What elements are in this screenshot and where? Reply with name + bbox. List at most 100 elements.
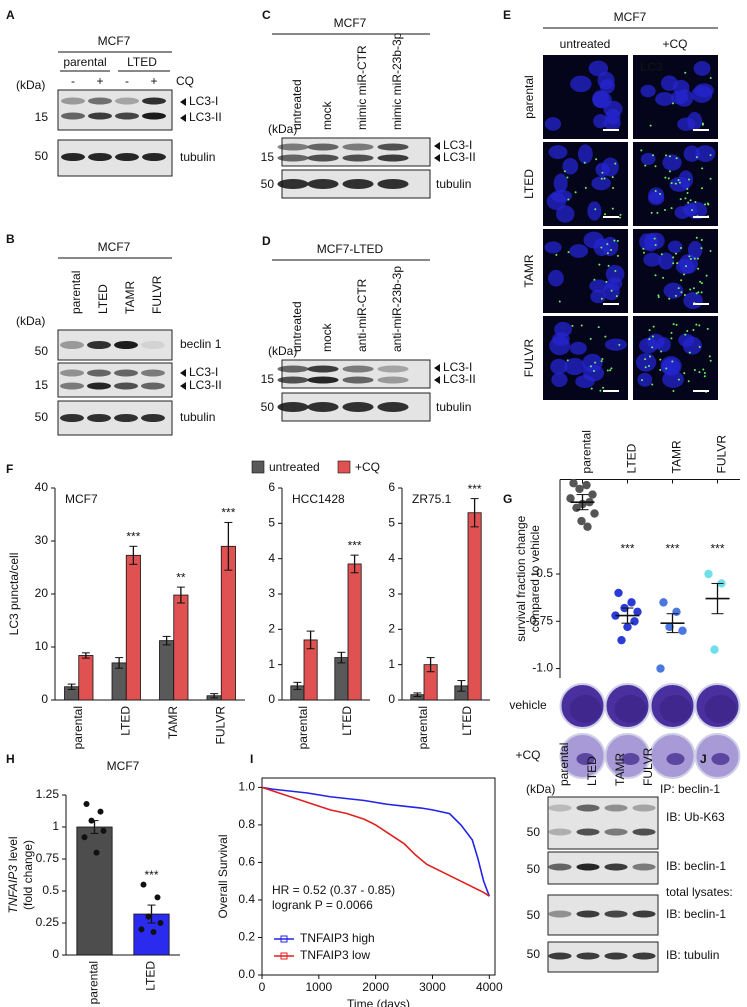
- panel-letter: J: [700, 752, 707, 766]
- nucleus: [667, 240, 683, 254]
- puncta: [694, 200, 697, 203]
- puncta: [659, 368, 662, 371]
- puncta: [664, 176, 667, 179]
- significance: **: [176, 570, 186, 584]
- puncta: [677, 287, 680, 290]
- puncta: [705, 274, 708, 277]
- y-tick-label: 4: [388, 551, 395, 565]
- puncta: [675, 323, 678, 326]
- puncta: [592, 370, 595, 373]
- puncta: [709, 249, 712, 252]
- blot-band: [142, 112, 166, 120]
- band-label: beclin 1: [180, 337, 222, 351]
- bar: [467, 512, 482, 701]
- nucleus: [550, 358, 568, 375]
- lane-label: mock: [320, 322, 334, 352]
- nucleus: [544, 117, 562, 131]
- blot-band: [60, 341, 84, 349]
- y-axis-label: compared to vehicle: [528, 525, 542, 633]
- blot-band: [548, 952, 572, 960]
- blot-band: [342, 179, 374, 189]
- nucleus: [682, 336, 702, 355]
- puncta: [691, 209, 694, 212]
- plate-label: vehicle: [509, 698, 547, 712]
- puncta: [680, 279, 683, 282]
- puncta: [600, 360, 603, 363]
- kda-marker: 50: [527, 947, 541, 961]
- lane-label: -: [125, 74, 129, 88]
- data-point: [678, 626, 687, 635]
- puncta: [695, 323, 698, 326]
- chart-title: ZR75.1: [412, 492, 452, 506]
- blot-band: [576, 910, 600, 918]
- bar: [334, 657, 349, 701]
- blot-band: [61, 153, 85, 161]
- blot-band: [60, 369, 84, 377]
- lane-label: LTED: [585, 756, 599, 786]
- puncta: [709, 359, 712, 362]
- blot-band: [377, 143, 409, 151]
- blot-band: [377, 154, 409, 162]
- puncta: [610, 248, 613, 251]
- kda-marker: 50: [261, 400, 275, 414]
- puncta: [600, 297, 603, 300]
- kda-marker: 50: [35, 410, 49, 424]
- puncta: [687, 380, 690, 383]
- puncta: [598, 263, 601, 266]
- unit-label: (kDa): [16, 78, 45, 92]
- puncta: [657, 294, 660, 297]
- y-axis-label: (fold change): [21, 840, 35, 910]
- blot-band: [342, 154, 374, 162]
- plate-stain: [704, 695, 737, 723]
- puncta: [595, 158, 598, 161]
- puncta: [682, 273, 685, 276]
- legend-swatch: [251, 460, 265, 474]
- puncta: [644, 366, 647, 369]
- y-tick-label: 0.75: [36, 851, 60, 865]
- nucleus: [553, 173, 568, 193]
- nucleus: [662, 154, 682, 171]
- puncta: [612, 186, 615, 189]
- nucleus: [672, 79, 690, 96]
- nucleus: [662, 370, 684, 388]
- x-tick-label: 1000: [305, 980, 332, 994]
- puncta: [692, 287, 695, 290]
- kda-marker: 15: [35, 110, 49, 124]
- nucleus: [548, 269, 564, 287]
- puncta: [606, 252, 609, 255]
- data-point: [154, 894, 161, 901]
- nucleus: [656, 337, 671, 353]
- significance: ***: [221, 506, 235, 520]
- survival-curve: [261, 786, 490, 897]
- nucleus: [683, 145, 701, 162]
- puncta: [672, 262, 675, 265]
- puncta: [654, 274, 657, 277]
- y-tick-label: 0.5: [42, 883, 59, 897]
- legend-marker: [280, 935, 288, 943]
- y-tick-label: 20: [35, 586, 49, 600]
- puncta: [657, 295, 660, 298]
- puncta: [606, 369, 609, 372]
- puncta: [697, 291, 700, 294]
- blot-band: [87, 382, 111, 390]
- puncta: [594, 208, 597, 211]
- bar: [76, 826, 113, 956]
- puncta: [684, 333, 687, 336]
- puncta: [700, 239, 703, 242]
- puncta: [600, 246, 603, 249]
- puncta: [611, 176, 614, 179]
- y-tick-label: 30: [35, 533, 49, 547]
- puncta: [680, 291, 683, 294]
- blot-band: [88, 153, 112, 161]
- data-point: [140, 881, 147, 888]
- arrow-head: [434, 364, 440, 372]
- x-tick-label: 3000: [419, 980, 446, 994]
- puncta: [665, 154, 668, 157]
- blot-title: MCF7: [98, 34, 131, 48]
- significance: ***: [348, 538, 362, 552]
- puncta: [674, 252, 677, 255]
- nucleus: [599, 79, 616, 94]
- puncta: [665, 367, 668, 370]
- nucleus: [550, 189, 573, 203]
- puncta: [689, 199, 692, 202]
